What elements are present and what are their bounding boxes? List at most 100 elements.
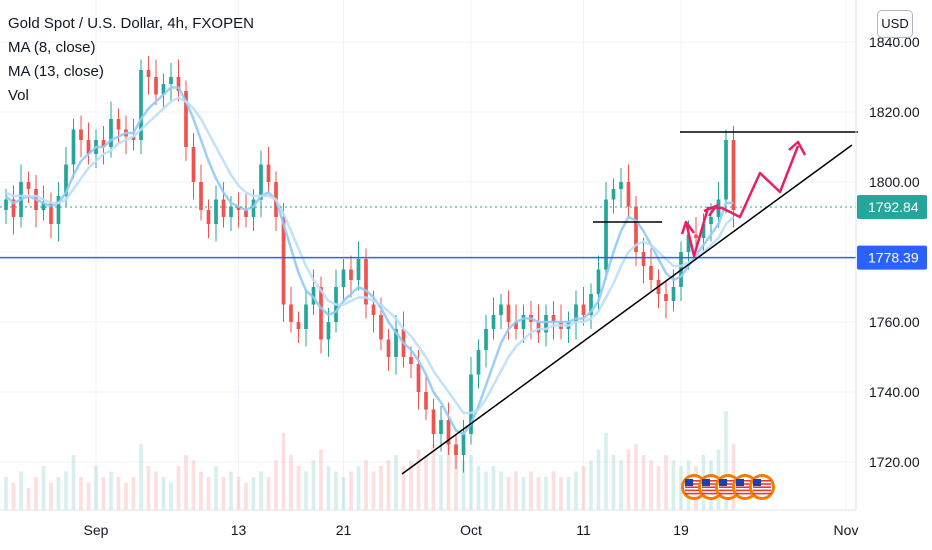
candle-body	[176, 77, 181, 91]
volume-bar	[671, 460, 676, 510]
candle-body	[71, 129, 76, 165]
candle-body	[709, 217, 713, 224]
candle-body	[4, 199, 8, 210]
candle-body	[439, 420, 443, 434]
volume-bar	[221, 477, 226, 510]
candle-body	[341, 269, 346, 287]
volume-bar	[401, 466, 406, 510]
volume-bar	[431, 444, 436, 510]
volume-bar	[349, 471, 353, 510]
currency-button[interactable]: USD	[877, 10, 913, 38]
candle-body	[544, 315, 548, 333]
candle-body	[386, 339, 391, 357]
volume-bar	[506, 477, 511, 510]
volume-bar	[64, 471, 68, 510]
x-tick-label: 13	[231, 522, 247, 538]
candle-body	[484, 329, 488, 350]
candle-body	[551, 315, 556, 322]
x-tick-label: Oct	[460, 522, 482, 538]
volume-bar	[611, 455, 616, 510]
volume-bar	[56, 477, 61, 510]
flag-stripe	[685, 492, 703, 495]
volume-bar	[191, 460, 196, 510]
volume-bar	[521, 477, 526, 510]
volume-bar	[326, 466, 331, 510]
volume-bar	[664, 455, 668, 510]
volume-bar	[559, 477, 563, 510]
candle-body	[514, 322, 518, 329]
moving-averages	[5, 86, 735, 436]
candle-body	[664, 294, 668, 301]
volume-bar	[281, 433, 286, 510]
flag-stripe	[753, 483, 771, 485]
indicator-ma-8[interactable]: MA (8, close)	[8, 39, 96, 56]
candle-body	[184, 91, 188, 147]
candle-body	[431, 409, 436, 434]
axes: 1720.001740.001760.001780.001800.001820.…	[0, 0, 927, 538]
candle-body	[506, 304, 511, 322]
flag-stripe	[753, 486, 771, 488]
candle-body	[214, 199, 218, 224]
candle-body	[56, 196, 61, 224]
volume-bar	[296, 466, 301, 510]
candle-body	[266, 164, 271, 182]
candle-body	[169, 77, 173, 84]
symbol-title[interactable]: Gold Spot / U.S. Dollar, 4h, FXOPEN	[8, 15, 254, 32]
candle-body	[461, 434, 466, 455]
volume-bar	[199, 471, 203, 510]
candle-body	[536, 322, 541, 333]
volume-bar	[71, 455, 76, 510]
candle-body	[409, 357, 413, 364]
us-flag-icon[interactable]	[749, 474, 775, 500]
x-tick-label: 21	[336, 522, 352, 538]
candle-body	[641, 252, 646, 266]
volume-bar	[41, 466, 46, 510]
x-tick-label: Sep	[84, 522, 109, 538]
candle-body	[379, 315, 383, 340]
volume-bar	[26, 488, 31, 510]
candle-body	[731, 140, 736, 210]
volume-bar	[274, 460, 278, 510]
flag-canton	[702, 479, 710, 486]
candle-body	[296, 322, 301, 329]
volume-bar	[169, 482, 173, 510]
ma-8-line	[5, 86, 734, 436]
flag-stripe	[753, 489, 771, 492]
volume-bar	[364, 460, 368, 510]
candle-body	[476, 350, 481, 375]
candle-body	[671, 287, 676, 301]
candle-body	[259, 164, 263, 200]
flag-stripe	[702, 486, 720, 488]
volume-bar	[544, 477, 548, 510]
volume-bar	[146, 466, 151, 510]
volume-bar	[214, 466, 218, 510]
candle-body	[724, 140, 728, 200]
indicator-ma-13[interactable]: MA (13, close)	[8, 63, 104, 80]
economic-events[interactable]	[681, 474, 775, 500]
volume-bar	[634, 444, 638, 510]
volume-bar	[529, 471, 533, 510]
volume-bar	[86, 482, 91, 510]
volume-bar	[469, 455, 473, 510]
indicator-volume[interactable]: Vol	[8, 87, 29, 104]
flag-stripe	[702, 489, 720, 492]
candle-body	[364, 259, 368, 305]
candle-body	[251, 199, 256, 217]
volume-bar	[94, 466, 98, 510]
candle-body	[349, 269, 353, 280]
flag-stripe	[702, 480, 720, 482]
volume-bar	[454, 444, 458, 510]
volume-bar	[589, 460, 593, 510]
candle-body	[469, 374, 473, 434]
candlesticks	[4, 56, 736, 473]
flag-canton	[685, 479, 693, 486]
volume-bar	[34, 477, 38, 510]
candle-body	[649, 266, 653, 280]
volume-bar	[206, 477, 211, 510]
volume-bar	[416, 449, 421, 510]
volume-bar	[259, 471, 263, 510]
support-price-tag-label: 1778.39	[868, 250, 919, 266]
volume-bar	[184, 455, 188, 510]
volume-bar	[641, 455, 646, 510]
